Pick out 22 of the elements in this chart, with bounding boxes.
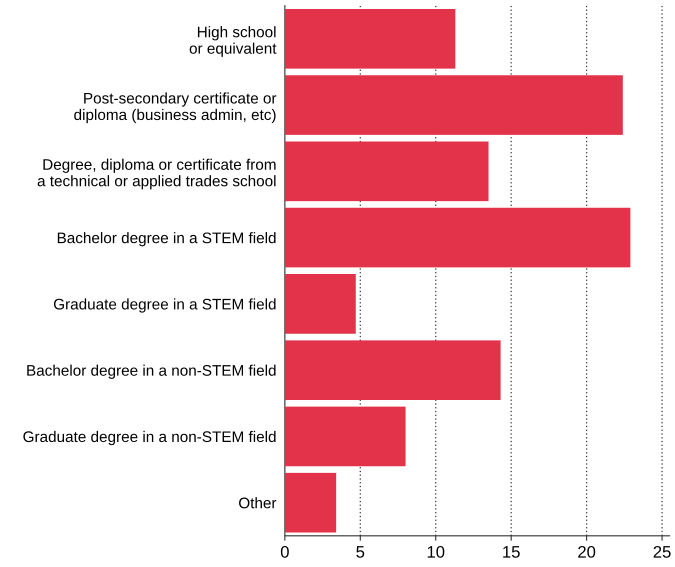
x-tick-label: 15 [503,546,520,558]
x-tick-label: 0 [280,546,289,558]
bar [284,142,489,202]
bar [284,406,406,466]
y-tick-label: Bachelor degree in a STEM field [58,232,276,246]
bar [284,208,630,268]
y-tick-label: Bachelor degree in a non-STEM field [27,364,276,379]
bar [284,340,501,400]
y-tick-label: Graduate degree in a STEM field [54,298,276,313]
x-tick-label: 10 [428,546,444,558]
y-tick-label: Graduate degree in a non-STEM field [23,430,276,446]
bar [284,75,623,135]
x-tick-label: 5 [356,546,364,558]
bar [284,274,356,334]
y-tick-label: High school or equivalent [190,26,276,57]
y-tick-label: Degree, diploma or certificate from a technical or applied trades school [38,158,276,190]
y-tick-label: Other [239,497,276,508]
bar [284,8,456,69]
x-tick-label: 25 [654,546,671,558]
x-tick-label: 20 [578,546,596,558]
y-tick-label: Post-secondary certificate or diploma (business admin, etc) [74,92,276,124]
bar [284,472,336,532]
